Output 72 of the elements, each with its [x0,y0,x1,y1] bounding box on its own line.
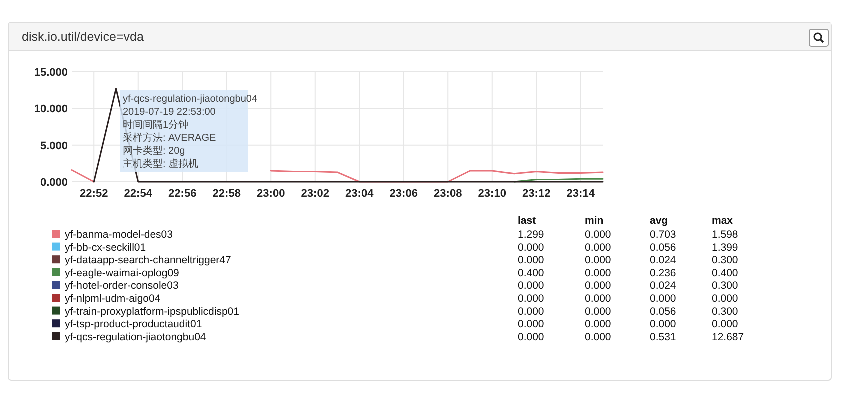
text: last [518,215,537,227]
legend-label: yf-eagle-waimai-oplog09 [65,267,180,280]
text: 1.299 [518,229,544,241]
text: 1.399 [712,242,738,254]
x-tick-label: 23:10 [478,188,506,200]
x-tick-label: 23:08 [434,188,462,200]
x-tick-label: 23:00 [257,188,286,200]
text: 0.000 [585,318,612,331]
annotation: 时间间隔1分钟 [123,119,189,131]
legend-label: yf-dataapp-search-channeltrigger47 [65,254,232,267]
chart-title: disk.io.util/device=vda [22,30,144,44]
text: 0.400 [712,267,738,280]
text: 0.000 [650,318,676,331]
text: avg [650,215,668,227]
annotation: 采样方法: AVERAGE [123,132,216,144]
x-tick-label: 22:56 [168,188,197,200]
text: 0.000 [585,267,612,280]
annotation: 网卡类型: 20g [123,145,186,157]
text: 0.000 [518,293,544,305]
x-tick-label: 22:52 [80,188,108,200]
text: 0.000 [585,229,612,241]
y-tick-label: 10.000 [34,104,68,116]
text: 0.000 [585,242,612,254]
text: 0.000 [518,318,544,331]
legend-label: yf-train-proxyplatform-ipspublicdisp01 [65,306,240,318]
legend-label: yf-banma-model-des03 [65,229,174,241]
text: 0.056 [650,242,676,254]
text: 0.300 [712,280,738,292]
annotation: 2019-07-19 22:53:00 [123,107,216,118]
text: 12.687 [712,331,744,344]
text: 0.300 [712,254,738,267]
x-tick-label: 23:14 [566,188,596,200]
text: 0.000 [585,280,612,292]
legend-label: yf-qcs-regulation-jiaotongbu04 [65,331,206,344]
y-tick-label: 15.000 [34,67,68,79]
x-tick-label: 23:06 [390,188,418,200]
text: 0.236 [650,267,676,280]
text: 0.000 [518,254,544,267]
text: 0.024 [650,280,676,292]
x-tick-label: 23:02 [301,188,330,200]
y-tick-label: 5.000 [40,140,68,152]
text: 0.000 [585,306,612,318]
x-tick-label: 22:58 [212,188,241,200]
x-tick-label: 23:12 [522,188,551,200]
text: 0.000 [585,331,612,344]
text: 0.000 [585,293,612,305]
text: 0.000 [650,293,676,305]
legend-label: yf-nlpml-udm-aigo04 [65,293,161,305]
annotation: 主机类型: 虚拟机 [123,158,199,170]
text: 0.000 [518,306,544,318]
text: min [585,215,604,227]
x-tick-label: 23:04 [346,188,375,200]
legend-label: yf-bb-cx-seckill01 [65,242,146,254]
y-tick-label: 0.000 [40,177,68,189]
text: 0.000 [585,254,612,267]
annotation: yf-qcs-regulation-jiaotongbu04 [123,94,258,105]
text: 0.000 [712,318,738,331]
text: 1.598 [712,229,738,241]
x-tick-label: 22:54 [124,188,154,200]
text: 0.056 [650,306,676,318]
text: 0.000 [518,331,544,344]
text: 0.400 [518,267,544,280]
text: max [712,215,734,227]
text: 0.703 [650,229,676,241]
text: 0.000 [712,293,738,305]
text: 0.000 [518,242,544,254]
legend-label: yf-hotel-order-console03 [65,280,179,292]
legend-label: yf-tsp-product-productaudit01 [65,318,202,331]
text: 0.024 [650,254,676,267]
text: 0.000 [518,280,544,292]
text: 0.531 [650,331,676,344]
text: 0.300 [712,306,738,318]
